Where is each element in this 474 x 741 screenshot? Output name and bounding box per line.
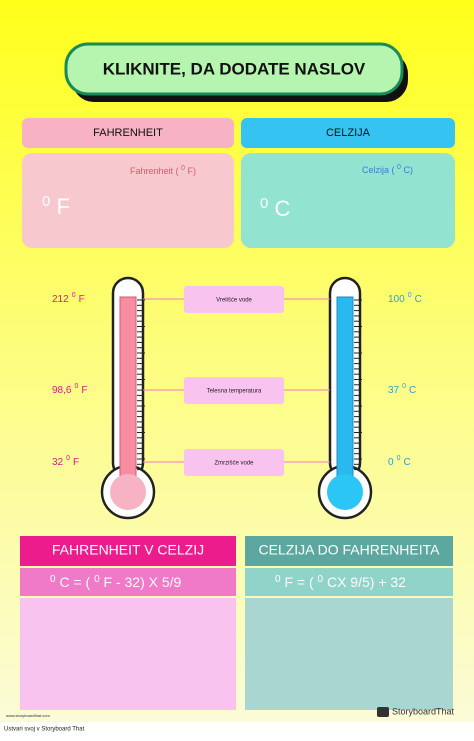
header-box (241, 118, 455, 148)
thermometers (100, 276, 373, 520)
formula: 0 C = ( 0 F - 32) X 5/9 (50, 570, 182, 590)
value: 100 (388, 294, 405, 305)
temperature: 100 0 C (388, 292, 422, 305)
title-box[interactable] (64, 42, 404, 96)
unit: F (79, 294, 85, 305)
info-box (22, 153, 234, 248)
unit: F (81, 385, 87, 396)
title: KLIKNITE, DA DODATE NASLOV (103, 59, 366, 78)
degree: 0 (408, 292, 412, 299)
caption: Celzija ( 0 C) (362, 161, 413, 175)
row-label: Telesna temperatura (207, 389, 262, 395)
footer-bar (0, 722, 474, 736)
conv-body (20, 598, 236, 710)
row-label: Vrelišće vode (216, 298, 252, 304)
caption: Fahrenheit ( 0 F) (130, 162, 196, 176)
brand-icon (377, 707, 389, 717)
footer-url: www.storyboardthat.com (6, 713, 50, 718)
unit: C (409, 385, 416, 396)
degree: 0 (66, 455, 70, 462)
info-box (241, 153, 455, 248)
conv-header-box (245, 536, 453, 566)
unit: F (73, 457, 79, 468)
big-unit: 0 F (42, 188, 70, 219)
label-box (184, 449, 284, 476)
header: CELZIJA (326, 127, 371, 139)
big-unit: 0 C (260, 190, 290, 221)
value: 98,6 (52, 385, 72, 396)
formula-box (245, 568, 453, 596)
brand: StoryboardThat (392, 706, 455, 716)
temperature: 98,6 0 F (52, 383, 87, 396)
degree: 0 (72, 292, 76, 299)
temperature: 212 0 F (52, 292, 85, 305)
temperature: 37 0 C (388, 383, 416, 396)
value: 0 (388, 457, 394, 468)
value: 212 (52, 294, 69, 305)
temperature: 32 0 F (52, 455, 79, 468)
value: 32 (52, 457, 64, 468)
conv-header: FAHRENHEIT V CELZIJ (52, 542, 204, 558)
fill (119, 296, 137, 488)
label-box (184, 286, 284, 313)
degree: 0 (397, 455, 401, 462)
formula-box (20, 568, 236, 596)
formula: 0 F = ( 0 CX 9/5) + 32 (275, 570, 406, 590)
degree: 0 (402, 383, 406, 390)
header: FAHRENHEIT (93, 127, 163, 139)
fill (336, 296, 354, 488)
header-box (22, 118, 234, 148)
degree: 0 (74, 383, 78, 390)
conv-header-box (20, 536, 236, 566)
conv-body (245, 598, 453, 710)
bulb-fill (327, 474, 363, 510)
bulb-fill (110, 474, 146, 510)
label-box (184, 377, 284, 404)
footer-credit: Ustvari svoj v Storyboard That (4, 727, 85, 733)
value: 37 (388, 385, 400, 396)
conv-header: CELZIJA DO FAHRENHEITA (259, 542, 441, 558)
unit: C (403, 457, 410, 468)
unit: C (415, 294, 422, 305)
row-label: Zmrzišće vode (214, 461, 254, 467)
